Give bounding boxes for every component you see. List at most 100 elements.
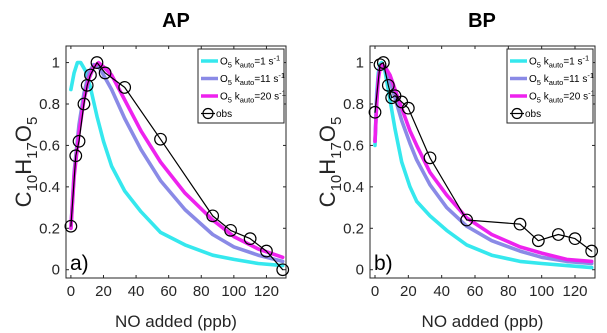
- text-part: C: [11, 191, 36, 207]
- text-part: obs: [216, 109, 232, 120]
- x-tick-label: 80: [500, 283, 517, 300]
- obs-point: [381, 78, 395, 92]
- text-part: =1 s: [563, 57, 582, 68]
- text-part: k: [541, 92, 550, 103]
- text-part: k: [232, 92, 241, 103]
- y-tick-label: 0.8: [39, 96, 60, 113]
- x-tick-label: 60: [160, 283, 177, 300]
- text-part: 5: [537, 61, 541, 70]
- x-tick-label: 20: [95, 283, 112, 300]
- text-part: -1: [588, 89, 595, 98]
- obs-point: [368, 105, 382, 119]
- obs-point: [206, 209, 220, 223]
- text-part: auto: [549, 61, 564, 70]
- legend-entry: obs: [201, 107, 232, 120]
- y-tick-label: 1: [52, 55, 60, 72]
- text-part: =11 s: [254, 74, 278, 85]
- text-part: 5: [537, 96, 541, 105]
- y-axis-label: C10H17O5: [11, 117, 41, 208]
- text-part: =1 s: [254, 57, 273, 68]
- obs-point: [373, 58, 387, 72]
- text-part: auto: [549, 78, 564, 87]
- obs-point: [64, 219, 78, 233]
- text-part: O: [529, 92, 537, 103]
- legend-entry: O5 kauto=20 s-1: [510, 89, 595, 105]
- x-tick-label: 120: [254, 283, 279, 300]
- y-tick-label: 0.6: [343, 137, 364, 154]
- x-tick-label: 0: [371, 283, 379, 300]
- obs-point: [376, 56, 390, 69]
- legend-entry: O5 kauto=11 s-1: [201, 71, 285, 87]
- obs-point: [568, 232, 582, 246]
- text-part: 5: [228, 78, 232, 87]
- obs-point: [243, 232, 257, 246]
- obs-point: [90, 56, 104, 69]
- text-part: k: [232, 57, 241, 68]
- text-part: -1: [587, 71, 594, 80]
- x-tick-label: 0: [67, 283, 75, 300]
- legend: O5 kauto=1 s-1O5 kauto=11 s-1 O5 kauto=20…: [197, 48, 286, 124]
- text-part: obs: [525, 109, 541, 120]
- obs-point: [585, 244, 599, 258]
- legend-marker: [511, 107, 523, 120]
- panel-label: b): [374, 252, 393, 275]
- obs-point: [98, 66, 112, 80]
- legend-label: obs: [525, 109, 541, 120]
- x-tick-label: 40: [433, 283, 450, 300]
- text-part: O: [220, 92, 228, 103]
- x-tick-label: 80: [193, 283, 210, 300]
- text-part: 10: [24, 175, 41, 192]
- legend-entry: O5 kauto=1 s-1: [510, 54, 589, 70]
- text-part: k: [541, 74, 550, 85]
- chart-title: AP: [162, 10, 190, 32]
- text-part: H: [315, 159, 340, 175]
- text-part: k: [541, 57, 550, 68]
- y-tick-label: 0.6: [39, 137, 60, 154]
- text-part: -1: [583, 54, 590, 63]
- obs-point: [77, 97, 91, 111]
- text-part: 5: [24, 117, 41, 125]
- text-part: auto: [549, 96, 564, 105]
- x-tick-label: 120: [562, 283, 587, 300]
- panel-label: a): [70, 252, 89, 275]
- legend: O5 kauto=1 s-1O5 kauto=11 s-1O5 kauto=20…: [506, 48, 595, 124]
- obs-point: [513, 217, 527, 231]
- text-part: 5: [228, 96, 232, 105]
- text-part: -1: [279, 89, 286, 98]
- legend-label: O5 kauto=20 s-1: [220, 89, 286, 105]
- obs-point: [401, 101, 415, 115]
- series-line-model-0: [69, 60, 285, 268]
- obs-point: [531, 234, 545, 248]
- x-tick-label: 20: [400, 283, 417, 300]
- legend-entry: O5 kauto=11 s-1: [510, 71, 594, 87]
- obs-point: [260, 244, 273, 258]
- obs-point: [84, 68, 97, 82]
- obs-point: [72, 134, 86, 148]
- obs-point: [460, 213, 474, 227]
- chart-title: BP: [468, 10, 496, 32]
- legend-entry: O5 kauto=20 s-1: [201, 89, 286, 105]
- legend-entry: O5 kauto=1 s-1: [201, 54, 280, 70]
- obs-point: [154, 132, 167, 146]
- text-part: 5: [228, 61, 232, 70]
- legend-label: O5 kauto=11 s-1: [529, 71, 594, 87]
- legend-label: obs: [216, 109, 232, 120]
- text-part: -1: [274, 54, 281, 63]
- x-tick-label: 100: [529, 283, 554, 300]
- obs-point: [276, 263, 290, 277]
- legend-label: O5 kauto=11 s-1: [220, 71, 285, 87]
- legend-label: O5 kauto=1 s-1: [220, 54, 280, 70]
- x-axis-label: NO added (ppb): [422, 312, 544, 331]
- legend-marker: [202, 107, 214, 120]
- series-line-obs: [70, 61, 284, 271]
- y-tick-label: 0.8: [343, 96, 364, 113]
- text-part: =11 s: [563, 74, 587, 85]
- text-part: C: [315, 191, 340, 207]
- text-part: 10: [328, 175, 345, 192]
- obs-point: [224, 223, 237, 237]
- obs-point: [69, 149, 83, 163]
- y-tick-label: 0: [356, 262, 364, 279]
- y-axis-label: C10H17O5: [315, 117, 345, 208]
